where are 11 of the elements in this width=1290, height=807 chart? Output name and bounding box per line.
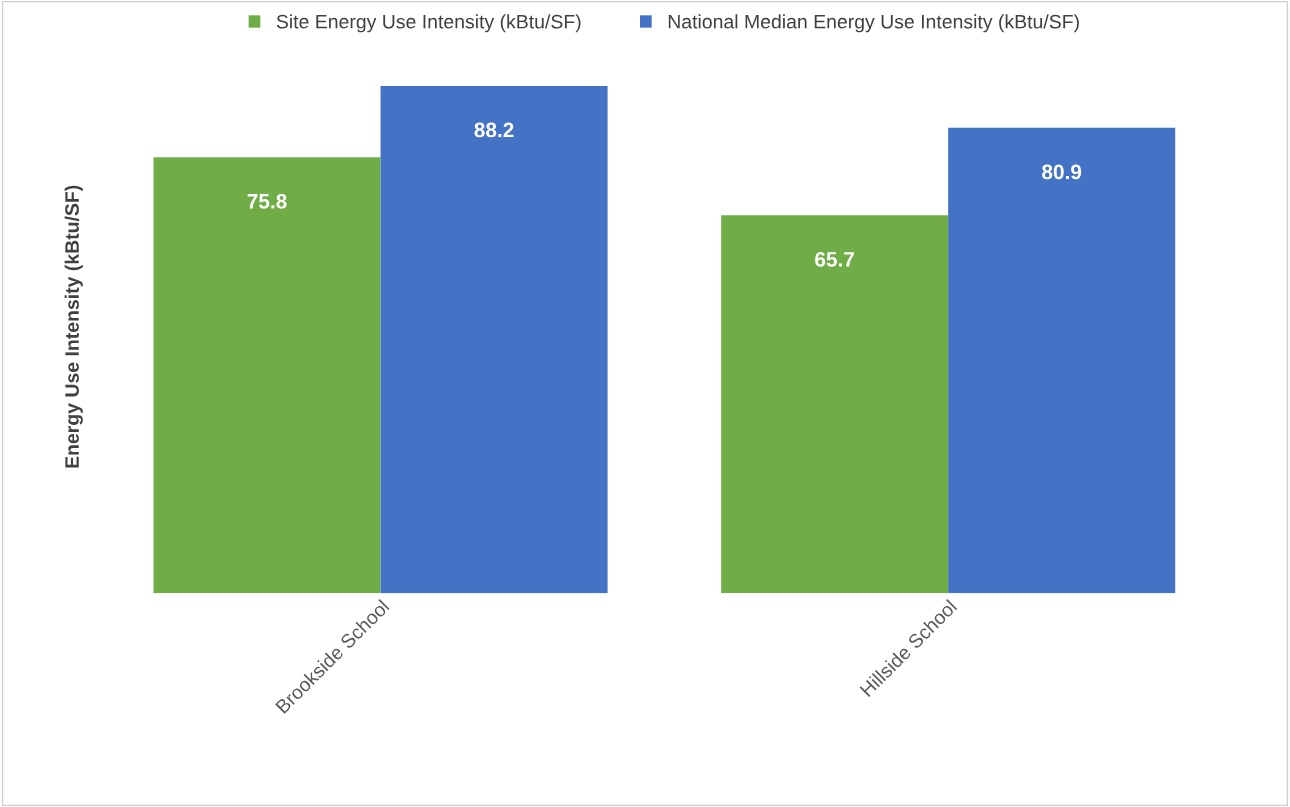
legend-label: National Median Energy Use Intensity (kBtu/SF)	[668, 14, 1079, 33]
bar	[948, 127, 1176, 594]
data-label: 80.9	[1042, 164, 1082, 180]
data-label: 88.2	[474, 122, 514, 138]
data-label: 75.8	[247, 193, 287, 209]
data-label: 65.7	[815, 251, 854, 267]
y-axis-title: Energy Use Intensity (kBtu/SF)	[64, 185, 83, 468]
bar	[721, 215, 949, 594]
bar	[153, 157, 381, 594]
legend-label: Site Energy Use Intensity (kBtu/SF)	[276, 14, 581, 33]
bar	[380, 85, 608, 594]
